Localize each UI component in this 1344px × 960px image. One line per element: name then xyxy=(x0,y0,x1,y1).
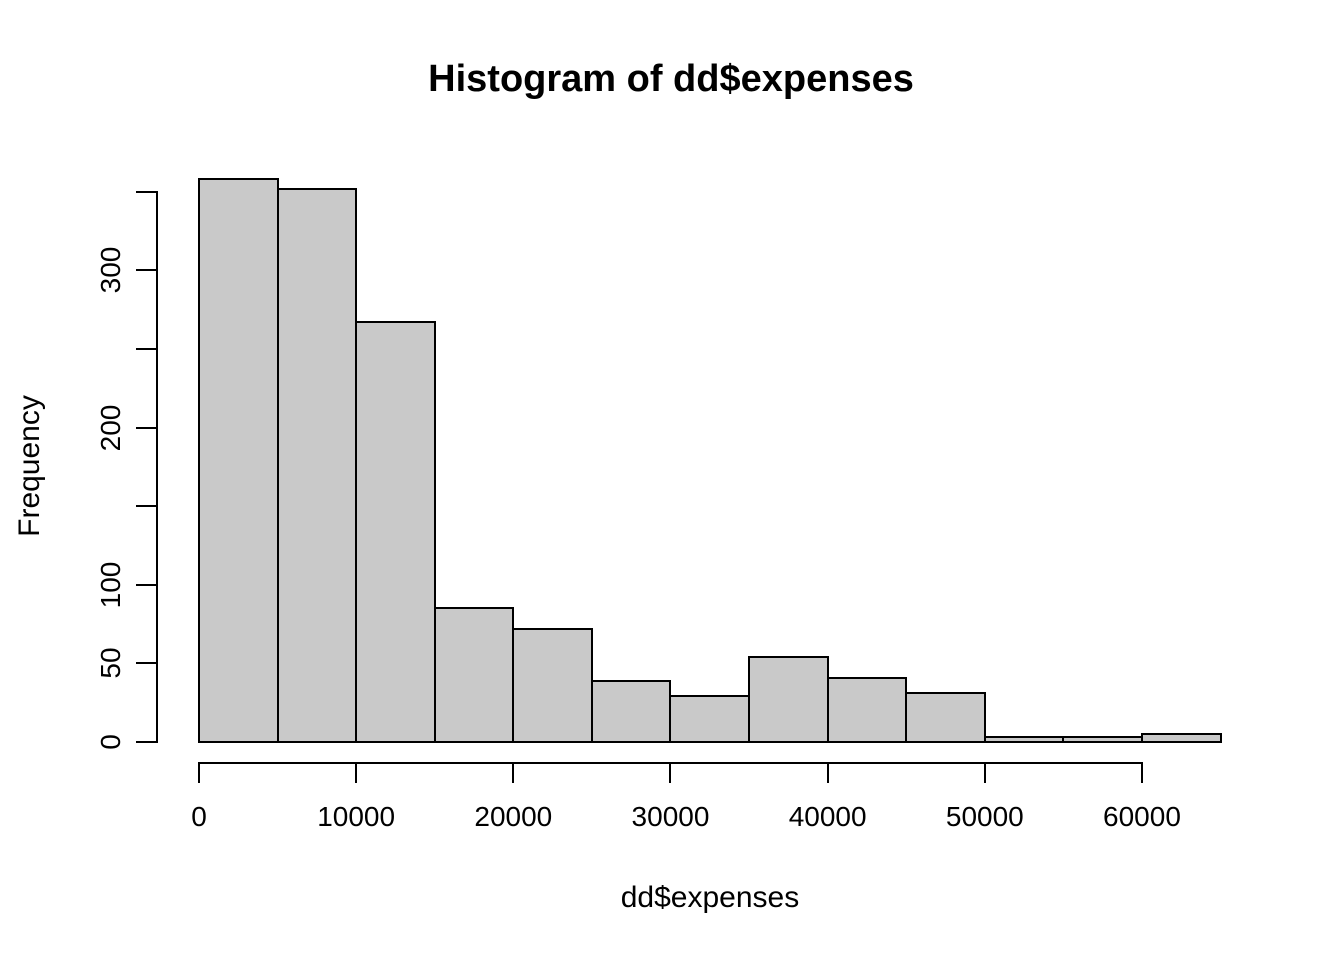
y-axis-tick xyxy=(136,190,157,193)
x-tick-label: 30000 xyxy=(631,801,710,832)
x-tick-label: 20000 xyxy=(474,801,553,832)
histogram-bar xyxy=(669,695,751,743)
y-axis-tick xyxy=(136,426,157,429)
x-tick-label: 0 xyxy=(191,801,207,832)
histogram-bar xyxy=(983,736,1065,743)
y-axis-tick xyxy=(136,505,157,508)
histogram-bar xyxy=(512,627,593,743)
x-axis-tick xyxy=(669,762,672,783)
y-tick-label: 200 xyxy=(95,404,126,451)
x-tick-label: 40000 xyxy=(788,801,867,832)
x-tick-label: 50000 xyxy=(945,801,1024,832)
histogram-bar xyxy=(198,178,279,743)
x-axis-tick xyxy=(1140,762,1143,783)
y-axis-tick xyxy=(136,348,157,350)
x-axis-tick xyxy=(198,762,200,783)
histogram-bar xyxy=(1062,736,1143,743)
x-axis-tick xyxy=(983,762,986,783)
x-tick-label: 10000 xyxy=(317,801,396,832)
x-tick-label: 60000 xyxy=(1103,801,1181,832)
x-axis-tick xyxy=(355,762,358,783)
y-axis-line xyxy=(156,190,158,743)
y-axis-tick xyxy=(136,269,157,272)
histogram-bar xyxy=(1140,733,1222,743)
y-tick-label: 100 xyxy=(95,561,126,609)
chart-title: Histogram of dd$expenses xyxy=(428,58,914,100)
histogram-bar xyxy=(826,676,908,743)
y-tick-label: 50 xyxy=(95,647,126,679)
histogram-bar xyxy=(355,321,436,743)
histogram-bar xyxy=(748,656,829,743)
y-axis-label: Frequency xyxy=(13,395,46,537)
y-axis-tick xyxy=(136,583,157,586)
histogram-bar xyxy=(590,679,672,743)
histogram-bar xyxy=(905,692,986,743)
x-axis-tick xyxy=(512,762,515,783)
x-axis-tick xyxy=(826,762,829,783)
y-tick-label: 300 xyxy=(95,247,126,294)
x-axis-label: dd$expenses xyxy=(620,881,800,914)
histogram-bar xyxy=(276,187,358,743)
y-axis-tick xyxy=(136,662,157,665)
y-axis-tick xyxy=(136,741,157,743)
histogram-bar xyxy=(433,607,515,743)
y-tick-label: 0 xyxy=(95,734,126,750)
